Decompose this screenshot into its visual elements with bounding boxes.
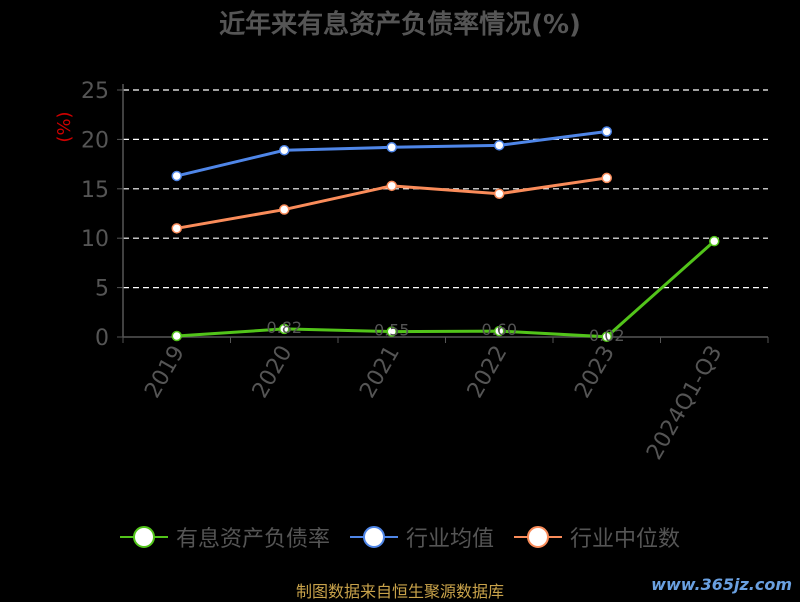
x-tick-label: 2020 bbox=[248, 342, 298, 403]
watermark-logo: www.365jz.com bbox=[651, 575, 792, 594]
x-tick-label: 2024Q1-Q3 bbox=[642, 342, 727, 465]
data-point bbox=[494, 325, 505, 337]
data-label: 0.82 bbox=[266, 318, 302, 337]
legend-item-series-2[interactable]: 行业中位数 bbox=[514, 521, 680, 553]
y-tick-label: 20 bbox=[81, 128, 109, 153]
data-point bbox=[171, 330, 182, 342]
data-point bbox=[171, 223, 182, 234]
data-point bbox=[709, 235, 720, 247]
data-point bbox=[279, 323, 290, 335]
x-tick-label: 2019 bbox=[140, 342, 190, 403]
legend-swatch-icon bbox=[349, 525, 398, 549]
legend-label: 行业均值 bbox=[405, 527, 494, 552]
x-tick-label: 2022 bbox=[463, 342, 513, 403]
data-point bbox=[386, 180, 397, 192]
data-label: 0.60 bbox=[481, 320, 517, 339]
legend-swatch-icon bbox=[119, 525, 168, 549]
y-tick-label: 10 bbox=[81, 227, 109, 252]
data-label: 0.55 bbox=[374, 321, 410, 340]
source-note: 制图数据来自恒生聚源数据库 bbox=[295, 582, 504, 601]
chart-legend: 有息资产负债率 行业均值 行业中位数 bbox=[0, 520, 800, 554]
series-line bbox=[176, 130, 607, 178]
data-point bbox=[386, 142, 397, 153]
legend-item-series-0[interactable]: 有息资产负债率 bbox=[119, 521, 330, 553]
y-tick-label: 15 bbox=[81, 178, 109, 203]
data-point bbox=[494, 140, 505, 151]
y-tick-label: 25 bbox=[81, 79, 109, 104]
legend-swatch-icon bbox=[514, 525, 562, 549]
data-point bbox=[171, 170, 182, 182]
x-tick-label: 2023 bbox=[570, 342, 620, 403]
data-point bbox=[601, 172, 612, 184]
legend-label: 行业中位数 bbox=[570, 527, 681, 552]
data-point bbox=[279, 145, 290, 156]
chart-title: 近年来有息资产负债率情况(%) bbox=[219, 10, 581, 40]
data-point bbox=[386, 326, 397, 337]
data-point bbox=[601, 331, 612, 343]
y-tick-label: 5 bbox=[95, 277, 109, 302]
y-axis-label: (%) bbox=[54, 111, 75, 142]
series-line bbox=[176, 240, 716, 339]
y-tick-label: 0 bbox=[95, 326, 109, 351]
data-point bbox=[494, 188, 505, 199]
legend-item-series-1[interactable]: 行业均值 bbox=[349, 521, 494, 553]
data-point bbox=[279, 204, 290, 215]
data-point bbox=[601, 126, 612, 137]
legend-label: 有息资产负债率 bbox=[175, 527, 330, 552]
data-label: 0.02 bbox=[589, 326, 625, 345]
x-tick-label: 2021 bbox=[355, 342, 405, 403]
